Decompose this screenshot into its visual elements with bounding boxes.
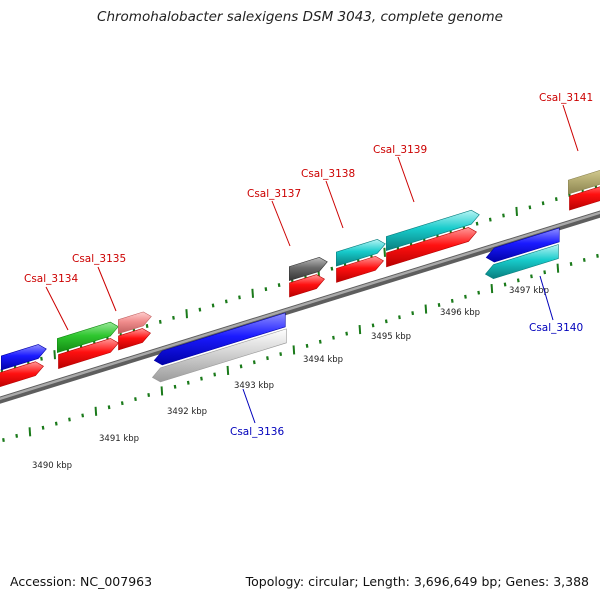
gene-label-csal-3141[interactable]: Csal_3141 [539,92,593,104]
gene-label-csal-3136[interactable]: Csal_3136 [230,426,284,438]
gene-label-leader [242,388,256,424]
gene-arrow-blue[interactable] [485,227,560,263]
gene-label-csal-3134[interactable]: Csal_3134 [24,273,78,285]
reverse-tick-row [2,253,599,442]
scale-label: 3492 kbp [167,407,207,417]
genome-backbone [0,210,600,404]
scale-label: 3495 kbp [371,332,411,342]
gene-label-leader [325,180,344,229]
gene-label-csal-3139[interactable]: Csal_3139 [373,144,427,156]
scale-label: 3494 kbp [303,355,343,365]
gene-arrow-red-left[interactable] [0,361,44,388]
gene-arrow-blue[interactable] [153,312,286,366]
gene-arrow-pink[interactable] [118,311,152,335]
gene-label-csal-3135[interactable]: Csal_3135 [72,253,126,265]
gene-label-leader [45,286,69,331]
gene-label-leader [271,200,291,247]
genome-stats-text: Topology: circular; Length: 3,696,649 bp… [245,574,589,589]
gene-arrow-gray[interactable] [289,257,328,282]
gene-arrow-red[interactable] [118,328,151,351]
gene-arrow-olive[interactable] [568,163,600,195]
scale-label: 3490 kbp [32,461,72,471]
gene-arrow-red[interactable] [386,227,477,268]
gene-label-leader [539,275,554,321]
gene-arrow-red[interactable] [569,181,600,211]
map-title: Chromohalobacter salexigens DSM 3043, co… [97,9,503,25]
gene-arrow-cyan[interactable] [336,239,386,267]
gene-arrow-blue-left[interactable] [1,344,47,371]
gene-label-csal-3138[interactable]: Csal_3138 [301,168,355,180]
gene-label-csal-3140[interactable]: Csal_3140 [529,322,583,334]
gene-arrow-red[interactable] [336,255,384,283]
scale-label: 3496 kbp [440,308,480,318]
gene-arrow-cyan[interactable] [484,244,559,279]
scale-label: 3491 kbp [99,434,139,444]
scale-label: 3497 kbp [509,286,549,296]
accession-text: Accession: NC_007963 [10,574,153,589]
gene-label-leader [397,156,415,203]
scale-label: 3493 kbp [234,381,274,391]
gene-arrow-green[interactable] [57,321,119,353]
gene-arrow-red[interactable] [289,274,325,298]
gene-arrow-lightgray[interactable] [151,328,287,383]
gene-label-csal-3137[interactable]: Csal_3137 [247,188,301,200]
gene-arrow-red[interactable] [58,338,119,369]
gene-label-leader [97,266,117,312]
gene-label-leader [562,104,579,152]
gene-arrow-cyan[interactable] [386,209,480,251]
